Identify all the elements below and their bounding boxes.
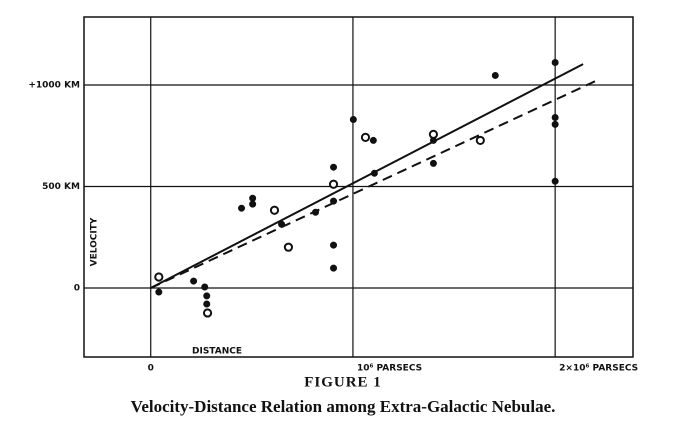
open-point (475, 135, 485, 146)
filled-point (190, 277, 198, 285)
filled-point (203, 300, 211, 308)
open-point (428, 129, 439, 139)
open-point (283, 242, 294, 252)
chart-title: Velocity-Distance Relation among Extra-G… (131, 397, 556, 416)
y-axis-label: VELOCITY (90, 217, 100, 266)
x-tick-label: 10⁶ PARSECS (357, 364, 422, 374)
filled-point (491, 71, 499, 79)
y-tick-label: 0 (74, 283, 80, 293)
filled-point (330, 264, 338, 272)
filled-point (551, 58, 559, 66)
filled-point (551, 120, 559, 128)
figure-label: FIGURE 1 (304, 374, 382, 390)
x-tick-label: 2×10⁶ PARSECS (559, 364, 638, 374)
filled-point (249, 200, 257, 208)
filled-point (155, 288, 163, 296)
filled-point (551, 177, 559, 185)
filled-point (369, 136, 377, 144)
filled-point (330, 241, 338, 249)
open-point (269, 205, 280, 215)
filled-point (330, 163, 338, 171)
open-point (202, 308, 213, 318)
filled-point (238, 204, 246, 212)
filled-point (201, 283, 209, 291)
filled-point (203, 292, 211, 300)
filled-point (551, 113, 559, 121)
y-tick-label: 500 KM (42, 182, 80, 192)
y-tick-label: +1000 KM (28, 81, 80, 91)
x-tick-label: 0 (148, 364, 154, 374)
open-point (328, 179, 339, 189)
fit-line (150, 63, 584, 289)
filled-point (429, 159, 437, 167)
open-point (360, 132, 371, 142)
filled-point (349, 116, 357, 124)
open-point (154, 272, 164, 282)
x-axis-label: DISTANCE (192, 347, 242, 357)
filled-point (249, 194, 257, 202)
fit-line (150, 78, 599, 289)
